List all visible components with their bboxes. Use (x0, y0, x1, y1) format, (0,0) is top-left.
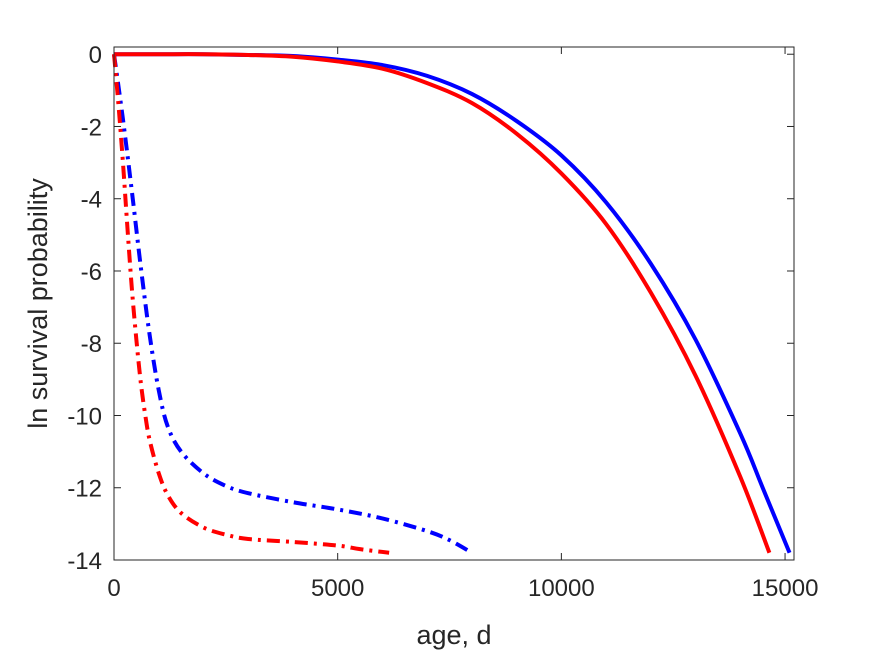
series-red-dashdot-line (112, 54, 390, 555)
x-axis-label: age, d (416, 620, 491, 650)
y-tick-label: -4 (81, 187, 102, 214)
x-tick-label: 5000 (311, 575, 364, 602)
y-tick-label: -2 (81, 114, 102, 141)
plot-area-box (113, 46, 795, 561)
series-layer (112, 52, 792, 555)
y-tick-label: -12 (67, 476, 102, 503)
y-tick-labels: 0 -2 -4 -6 -8 -10 -12 -14 (67, 42, 102, 575)
y-tick-label: -14 (67, 548, 102, 575)
y-tick-label: 0 (89, 42, 102, 69)
x-tick-label: 0 (107, 575, 120, 602)
x-tick-label: 15000 (752, 575, 819, 602)
x-tick-label: 10000 (528, 575, 595, 602)
y-tick-label: -10 (67, 403, 102, 430)
y-tick-label: -8 (81, 331, 102, 358)
y-tick-label: -6 (81, 259, 102, 286)
y-axis-label: ln survival probability (23, 178, 53, 429)
x-tick-labels: 0 5000 10000 15000 (107, 575, 818, 602)
series-blue-dashdot-line (112, 53, 473, 555)
series-red-solid-line (114, 52, 772, 554)
